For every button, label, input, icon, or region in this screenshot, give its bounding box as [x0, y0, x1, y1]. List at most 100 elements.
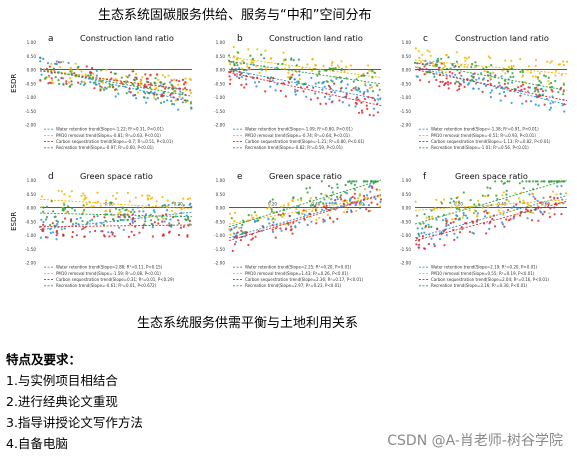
data-point — [521, 69, 524, 72]
data-point — [351, 180, 354, 183]
data-point — [537, 90, 540, 93]
data-point — [124, 216, 127, 219]
data-point — [366, 90, 369, 93]
data-point — [440, 202, 443, 205]
data-point — [116, 191, 119, 195]
data-point — [345, 93, 348, 96]
data-point — [476, 218, 479, 221]
data-point — [119, 218, 122, 221]
data-point — [519, 214, 522, 217]
data-point — [534, 88, 538, 91]
data-point — [85, 222, 89, 225]
data-point — [499, 99, 502, 102]
data-point — [536, 95, 539, 98]
data-point — [560, 73, 563, 76]
data-point — [129, 91, 132, 94]
data-point — [335, 77, 338, 80]
data-point — [464, 214, 467, 217]
legend-label: Recreation trend(Slope=3.16; R²=0.30, P<… — [431, 283, 528, 288]
data-point — [562, 90, 565, 93]
data-point — [149, 73, 152, 76]
data-point — [57, 61, 61, 64]
data-point — [314, 64, 317, 67]
data-point — [288, 66, 291, 69]
data-point — [286, 222, 290, 225]
data-point — [323, 85, 326, 88]
data-point — [241, 60, 244, 63]
data-point — [244, 235, 247, 238]
data-point — [75, 217, 78, 221]
data-point — [470, 75, 473, 78]
data-point — [316, 97, 319, 100]
data-point — [227, 54, 231, 57]
data-point — [340, 198, 343, 201]
data-point — [473, 203, 476, 206]
data-point — [433, 243, 436, 246]
data-point — [362, 203, 365, 206]
data-point — [531, 180, 535, 183]
data-point — [509, 218, 512, 221]
data-point — [426, 49, 429, 52]
data-point — [500, 206, 503, 209]
data-point — [506, 208, 510, 212]
data-point — [52, 67, 56, 70]
data-point — [488, 227, 491, 230]
data-point — [343, 199, 346, 202]
data-point — [182, 197, 185, 200]
data-point — [58, 82, 61, 86]
data-point — [354, 86, 357, 89]
data-point — [138, 210, 141, 213]
y-tick-label: -1.00 — [25, 233, 36, 238]
data-point — [353, 197, 356, 200]
data-point — [325, 80, 328, 83]
data-point — [458, 231, 462, 234]
data-point — [247, 243, 250, 247]
data-point — [46, 62, 50, 65]
data-point — [502, 210, 505, 213]
data-point — [182, 204, 185, 207]
data-point — [177, 222, 180, 225]
legend-label: Recreation trend(Slope=-1.01; R²=0.56, P… — [431, 145, 529, 150]
data-point — [171, 209, 174, 212]
x-tick-label: 0.60 — [541, 202, 550, 207]
data-point — [418, 243, 421, 246]
data-point — [504, 72, 507, 75]
data-point — [297, 205, 300, 208]
data-point — [367, 204, 371, 207]
data-point — [141, 194, 144, 197]
data-point — [455, 51, 458, 54]
data-point — [511, 81, 514, 84]
data-point — [230, 70, 233, 73]
data-point — [315, 218, 318, 221]
data-point — [525, 180, 528, 183]
data-point — [365, 194, 369, 197]
data-point — [264, 90, 267, 93]
data-point — [548, 215, 552, 219]
data-point — [55, 229, 59, 233]
data-point — [306, 191, 309, 194]
data-point — [355, 180, 358, 183]
data-point — [489, 82, 492, 85]
data-point — [234, 234, 237, 237]
data-point — [367, 210, 370, 213]
data-point — [279, 227, 282, 230]
data-point — [56, 222, 59, 226]
data-point — [59, 61, 63, 64]
data-point — [464, 59, 467, 62]
x-tick-label: 0.20 — [454, 202, 463, 207]
data-point — [150, 219, 153, 222]
data-point — [530, 100, 533, 103]
data-point — [507, 200, 510, 203]
data-point — [556, 185, 559, 188]
data-point — [50, 62, 53, 65]
data-point — [266, 76, 269, 80]
data-point — [377, 94, 380, 97]
data-point — [247, 48, 250, 51]
data-point — [460, 74, 463, 77]
x-tick-label: 0.10 — [105, 202, 114, 207]
data-point — [75, 234, 78, 237]
data-point — [51, 79, 54, 82]
data-point — [70, 80, 73, 83]
data-point — [189, 197, 192, 200]
data-point — [288, 214, 291, 217]
